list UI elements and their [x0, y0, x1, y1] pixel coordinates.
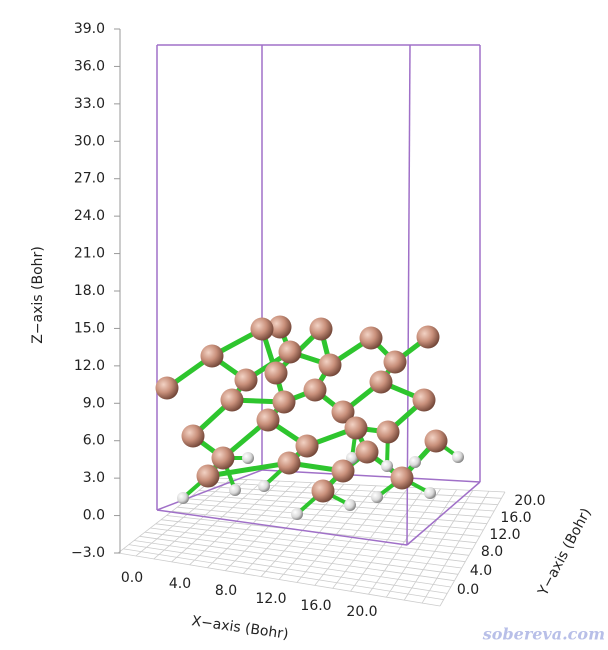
copper-atom — [256, 408, 280, 432]
copper-atom — [278, 340, 302, 364]
y-tick-label: 4.0 — [470, 563, 492, 579]
floor-grid — [117, 477, 506, 607]
copper-atom — [318, 353, 342, 377]
z-tick-label: 30.0 — [74, 133, 105, 149]
y-tick-label: 16.0 — [500, 510, 531, 526]
copper-atom — [369, 370, 393, 394]
molecule — [155, 315, 464, 520]
hydrogen-atom — [424, 487, 436, 499]
y-tick-label: 0.0 — [457, 582, 479, 598]
copper-atom — [390, 466, 414, 490]
copper-atom — [424, 429, 448, 453]
hydrogen-atom — [381, 460, 393, 472]
y-tick-label: 8.0 — [481, 544, 503, 560]
hydrogen-atom — [409, 456, 421, 468]
grid-line — [403, 490, 474, 601]
copper-atom — [220, 388, 244, 412]
copper-atom — [264, 361, 288, 385]
copper-atom — [309, 317, 333, 341]
z-tick-label: 24.0 — [74, 208, 105, 224]
copper-atom — [376, 420, 400, 444]
copper-atom — [155, 376, 179, 400]
y-tick-label: 12.0 — [489, 527, 520, 543]
copper-atom — [268, 315, 292, 339]
copper-atom — [250, 317, 274, 341]
hydrogen-atom — [177, 492, 189, 504]
copper-atom — [311, 479, 335, 503]
x-tick-label: 8.0 — [215, 583, 237, 599]
z-tick-label: 12.0 — [74, 358, 105, 374]
hydrogen-atom — [344, 499, 356, 511]
z-tick-label: 0.0 — [83, 508, 105, 524]
copper-atom — [196, 464, 220, 488]
z-tick-label: 21.0 — [74, 246, 105, 262]
z-tick-label: 36.0 — [74, 58, 105, 74]
copper-atom — [416, 325, 440, 349]
bond — [207, 460, 290, 479]
copper-atom — [412, 388, 436, 412]
copper-atom — [331, 459, 355, 483]
z-tick-label: 33.0 — [74, 96, 105, 112]
z-axis-label: Z−axis (Bohr) — [30, 246, 46, 344]
copper-atom — [211, 446, 235, 470]
x-axis-label: X−axis (Bohr) — [191, 613, 290, 642]
z-tick-label: 27.0 — [74, 171, 105, 187]
hydrogen-atom — [258, 480, 270, 492]
grid-line — [421, 491, 490, 604]
copper-atom — [234, 368, 258, 392]
copper-atom — [359, 326, 383, 350]
z-tick-label: 3.0 — [83, 470, 105, 486]
z-tick-label: 9.0 — [83, 395, 105, 411]
hydrogen-atom — [371, 491, 383, 503]
y-axis-label: Y−axis (Bohr) — [535, 506, 595, 600]
z-tick-label: 18.0 — [74, 283, 105, 299]
z-tick-label: 6.0 — [83, 433, 105, 449]
copper-atom — [272, 390, 296, 414]
copper-atom — [303, 378, 327, 402]
copper-atom — [355, 440, 379, 464]
x-tick-label: 0.0 — [121, 570, 143, 586]
copper-atom — [277, 451, 301, 475]
copper-atom — [383, 350, 407, 374]
copper-atom — [200, 344, 224, 368]
watermark: sobereva.com — [482, 625, 605, 644]
z-tick-label: 15.0 — [74, 320, 105, 336]
grid-line — [439, 491, 506, 607]
x-tick-label: 16.0 — [300, 598, 331, 614]
copper-atom — [295, 434, 319, 458]
x-tick-label: 20.0 — [346, 604, 377, 620]
x-tick-label: 12.0 — [255, 591, 286, 607]
hydrogen-atom — [346, 452, 358, 464]
hydrogen-atom — [291, 508, 303, 520]
z-tick-label: 39.0 — [74, 21, 105, 37]
z-tick-label: −3.0 — [71, 545, 105, 561]
copper-atom — [331, 400, 355, 424]
y-tick-label: 20.0 — [514, 493, 545, 509]
hydrogen-atom — [452, 451, 464, 463]
copper-atom — [181, 424, 205, 448]
copper-atom — [344, 416, 368, 440]
grid-line — [204, 485, 498, 506]
x-tick-label: 4.0 — [169, 576, 191, 592]
hydrogen-atom — [229, 484, 241, 496]
hydrogen-atom — [242, 452, 254, 464]
